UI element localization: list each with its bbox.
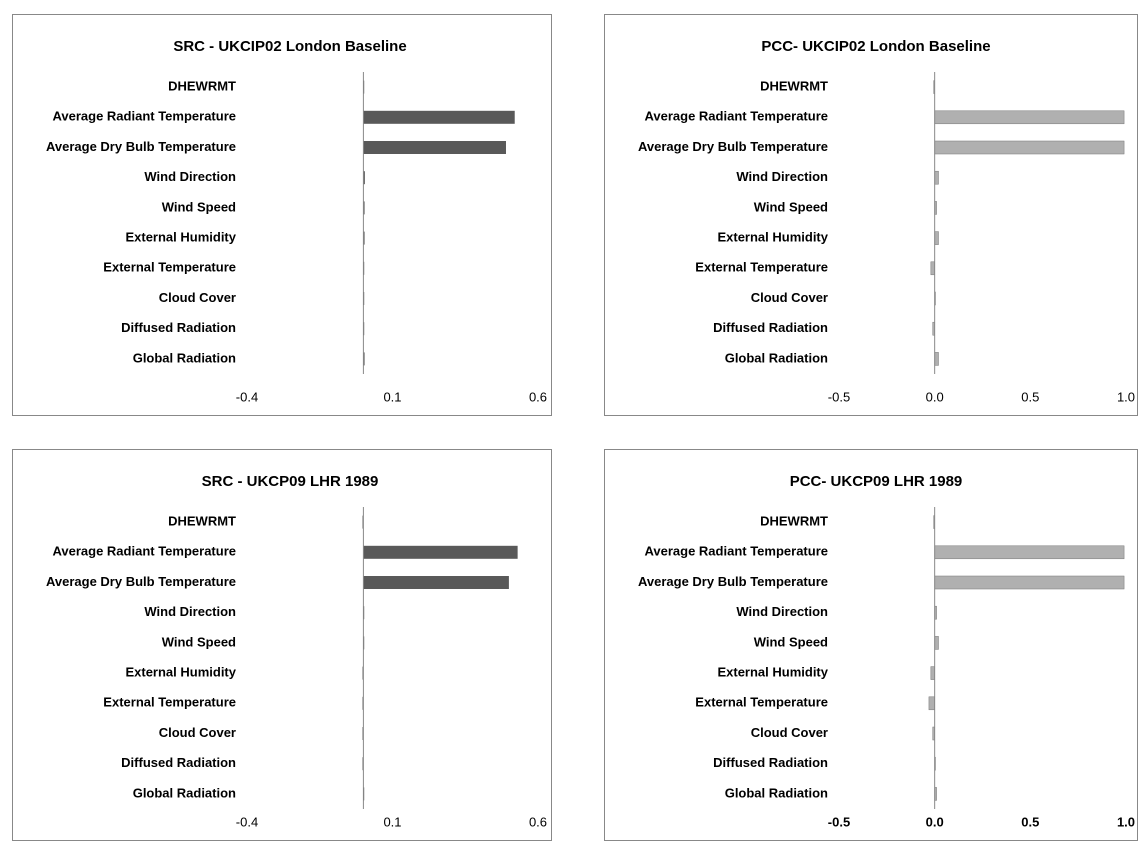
x-tick-label: 0.0 bbox=[926, 814, 944, 829]
category-label: Wind Speed bbox=[162, 634, 236, 649]
category-label: Diffused Radiation bbox=[713, 320, 828, 335]
bar bbox=[934, 545, 1125, 560]
category-label: DHEWRMT bbox=[168, 79, 236, 94]
category-label: Global Radiation bbox=[133, 350, 236, 365]
category-label: Wind Speed bbox=[162, 199, 236, 214]
bar bbox=[934, 170, 939, 185]
category-label: Average Radiant Temperature bbox=[644, 544, 828, 559]
category-label: Cloud Cover bbox=[159, 290, 236, 305]
category-label: External Humidity bbox=[717, 665, 828, 680]
panel-frame bbox=[12, 449, 552, 841]
bar bbox=[363, 576, 509, 589]
category-label: External Humidity bbox=[717, 230, 828, 245]
x-tick-label: 0.0 bbox=[926, 389, 944, 404]
category-label: Wind Direction bbox=[144, 604, 236, 619]
chart-title: PCC- UKCP09 LHR 1989 bbox=[790, 473, 963, 490]
chart-title: SRC - UKCIP02 London Baseline bbox=[173, 38, 406, 55]
x-tick-label: -0.4 bbox=[236, 814, 258, 829]
category-label: External Temperature bbox=[103, 695, 236, 710]
category-label: External Temperature bbox=[103, 260, 236, 275]
x-tick-label: 0.5 bbox=[1021, 814, 1039, 829]
category-label: Global Radiation bbox=[133, 785, 236, 800]
bar bbox=[363, 201, 365, 215]
bar bbox=[934, 140, 1125, 155]
bar bbox=[934, 636, 939, 650]
bar bbox=[363, 171, 365, 185]
category-label: Wind Speed bbox=[754, 634, 828, 649]
bar bbox=[930, 261, 935, 276]
bar bbox=[934, 352, 939, 366]
category-label: Average Dry Bulb Temperature bbox=[638, 139, 828, 154]
bar bbox=[934, 110, 1125, 125]
bar bbox=[363, 352, 365, 366]
x-tick-label: -0.4 bbox=[236, 389, 258, 404]
chart-title: SRC - UKCP09 LHR 1989 bbox=[202, 473, 379, 490]
category-label: DHEWRMT bbox=[168, 514, 236, 529]
category-label: Cloud Cover bbox=[751, 290, 828, 305]
bar bbox=[934, 231, 939, 245]
category-label: Average Radiant Temperature bbox=[52, 544, 236, 559]
bar bbox=[363, 545, 518, 559]
bar bbox=[363, 231, 365, 245]
x-tick-label: 0.1 bbox=[383, 389, 401, 404]
x-tick-label: 0.1 bbox=[383, 814, 401, 829]
chart-title: PCC- UKCIP02 London Baseline bbox=[761, 38, 990, 55]
category-label: Cloud Cover bbox=[751, 725, 828, 740]
category-label: Diffused Radiation bbox=[713, 755, 828, 770]
x-tick-label: -0.5 bbox=[828, 389, 850, 404]
category-label: External Temperature bbox=[695, 260, 828, 275]
category-label: Average Radiant Temperature bbox=[52, 109, 236, 124]
bar bbox=[363, 141, 506, 154]
category-label: Average Radiant Temperature bbox=[644, 109, 828, 124]
x-tick-label: -0.5 bbox=[828, 814, 850, 829]
category-label: External Humidity bbox=[125, 230, 236, 245]
category-label: Wind Direction bbox=[736, 169, 828, 184]
x-tick-label: 0.5 bbox=[1021, 389, 1039, 404]
category-label: DHEWRMT bbox=[760, 79, 828, 94]
category-label: Cloud Cover bbox=[159, 725, 236, 740]
panel-frame bbox=[604, 14, 1138, 416]
category-label: Average Dry Bulb Temperature bbox=[46, 574, 236, 589]
x-tick-label: 0.6 bbox=[529, 814, 547, 829]
category-label: Wind Direction bbox=[144, 169, 236, 184]
category-label: External Humidity bbox=[125, 665, 236, 680]
x-tick-label: 0.6 bbox=[529, 389, 547, 404]
category-label: Wind Direction bbox=[736, 604, 828, 619]
x-tick-label: 1.0 bbox=[1117, 814, 1135, 829]
category-label: Average Dry Bulb Temperature bbox=[46, 139, 236, 154]
panel-frame bbox=[12, 14, 552, 416]
category-label: External Temperature bbox=[695, 695, 828, 710]
category-label: Global Radiation bbox=[725, 785, 828, 800]
x-tick-label: 1.0 bbox=[1117, 389, 1135, 404]
category-label: Wind Speed bbox=[754, 199, 828, 214]
category-label: Diffused Radiation bbox=[121, 320, 236, 335]
category-label: Diffused Radiation bbox=[121, 755, 236, 770]
bar bbox=[363, 110, 515, 124]
bar bbox=[934, 575, 1125, 590]
category-label: DHEWRMT bbox=[760, 514, 828, 529]
panel-frame bbox=[604, 449, 1138, 841]
category-label: Average Dry Bulb Temperature bbox=[638, 574, 828, 589]
bar bbox=[928, 696, 935, 711]
category-label: Global Radiation bbox=[725, 350, 828, 365]
bar bbox=[930, 666, 935, 680]
